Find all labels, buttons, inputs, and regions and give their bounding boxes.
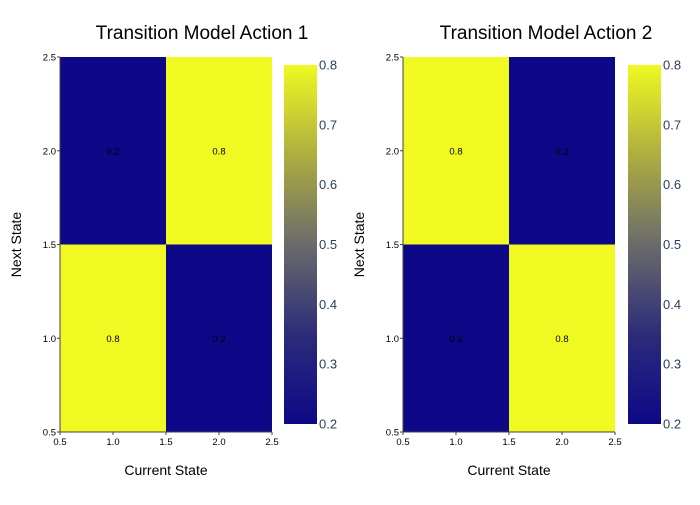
cell-value-label: 0.8 (212, 146, 225, 157)
y-tick-label: 2.0 (43, 146, 56, 157)
colorbar-tick-label: 0.7 (663, 117, 681, 132)
heatmap-cell (403, 244, 509, 432)
x-tick-label: 1.0 (106, 437, 119, 448)
colorbar-tick-label: 0.5 (663, 237, 681, 252)
colorbar (284, 65, 317, 424)
y-tick-label: 0.5 (386, 428, 399, 439)
colorbar (628, 65, 661, 424)
cell-value-label: 0.8 (555, 334, 568, 345)
chart-title: Transition Model Action 2 (440, 23, 653, 44)
cell-value-label: 0.2 (212, 334, 225, 345)
cell-value-label: 0.2 (449, 334, 462, 345)
y-tick-label: 1.0 (43, 334, 56, 345)
x-tick-label: 1.0 (449, 437, 462, 448)
colorbar-tick-label: 0.2 (663, 417, 681, 432)
colorbar-tick-label: 0.3 (319, 357, 337, 372)
colorbar-tick-label: 0.5 (319, 237, 337, 252)
colorbar-tick-label: 0.2 (319, 417, 337, 432)
y-tick-label: 2.5 (386, 53, 399, 64)
cell-value-label: 0.2 (555, 146, 568, 157)
heatmap-panel-2: 0.2 0.8 0.8 0.2 0.5 1.0 1.5 2.0 2.5 0.5 1.0 1.5 2.0 2… (351, 23, 681, 478)
x-axis-title: Current State (467, 462, 550, 478)
colorbar-tick-label: 0.6 (663, 177, 681, 192)
heatmap-cell (60, 244, 166, 432)
heatmap-panel-1: 0.8 0.2 0.2 0.8 0.5 1.0 1.5 2.0 2.5 0.5 1.0 1.5 2.0 2… (8, 23, 337, 478)
x-tick-label: 1.5 (159, 437, 172, 448)
y-tick-label: 0.5 (43, 428, 56, 439)
x-tick-label: 2.5 (608, 437, 621, 448)
colorbar-tick-label: 0.4 (319, 297, 337, 312)
y-tick-label: 1.0 (386, 334, 399, 345)
cell-value-label: 0.8 (449, 146, 462, 157)
x-axis-title: Current State (124, 462, 207, 478)
colorbar-tick-label: 0.7 (319, 117, 337, 132)
y-tick-label: 2.0 (386, 146, 399, 157)
x-tick-label: 0.5 (396, 437, 409, 448)
heatmap-cell (509, 244, 615, 432)
y-tick-label: 1.5 (386, 240, 399, 251)
colorbar-tick-label: 0.8 (319, 58, 337, 73)
x-tick-label: 0.5 (53, 437, 66, 448)
cell-value-label: 0.8 (106, 334, 119, 345)
x-tick-label: 2.0 (212, 437, 225, 448)
chart-title: Transition Model Action 1 (96, 23, 309, 44)
heatmap-cell (166, 244, 272, 432)
y-tick-label: 2.5 (43, 53, 56, 64)
heatmap-cell (166, 57, 272, 245)
x-tick-label: 2.5 (265, 437, 278, 448)
colorbar-tick-label: 0.6 (319, 177, 337, 192)
heatmap-cell (60, 57, 166, 245)
colorbar-tick-label: 0.3 (663, 357, 681, 372)
y-axis-title: Next State (351, 212, 367, 278)
x-tick-label: 1.5 (502, 437, 515, 448)
heatmap-cell (403, 57, 509, 245)
colorbar-tick-label: 0.8 (663, 58, 681, 73)
colorbar-tick-label: 0.4 (663, 297, 681, 312)
y-tick-label: 1.5 (43, 240, 56, 251)
cell-value-label: 0.2 (106, 146, 119, 157)
y-axis-title: Next State (8, 212, 24, 278)
heatmap-cell (509, 57, 615, 245)
x-tick-label: 2.0 (555, 437, 568, 448)
